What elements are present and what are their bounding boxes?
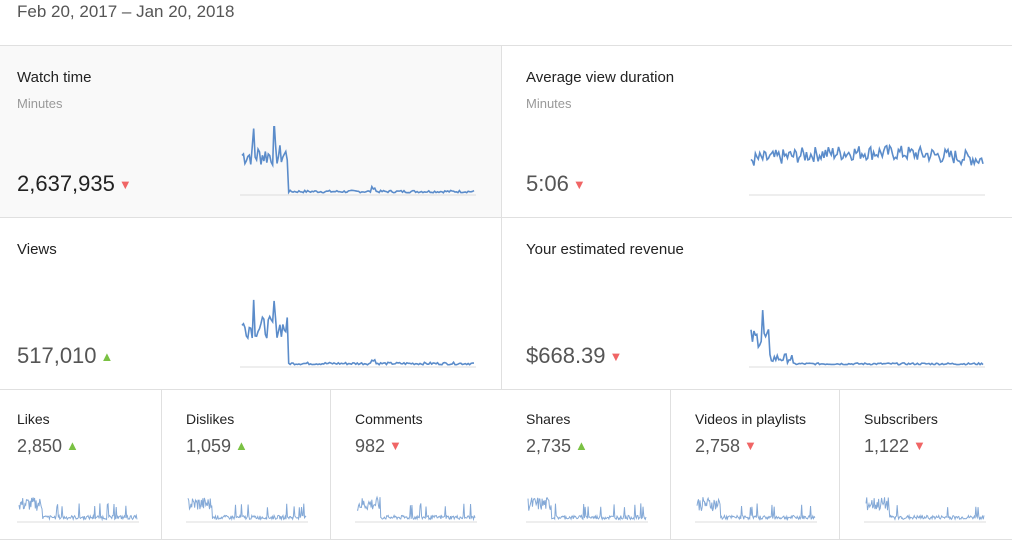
value-text: 2,758 xyxy=(695,436,741,456)
sparkline xyxy=(240,299,476,368)
card-subtitle: Minutes xyxy=(526,96,572,111)
divider xyxy=(161,390,162,539)
card-value: 1,122 ▼ xyxy=(864,436,926,457)
divider xyxy=(501,46,502,389)
trend-icon: ▼ xyxy=(609,349,623,364)
sparkline xyxy=(240,126,476,196)
trend-icon: ▼ xyxy=(118,177,132,192)
divider xyxy=(330,390,331,539)
card-title: Shares xyxy=(526,411,571,427)
sparkline xyxy=(526,497,648,523)
divider xyxy=(0,539,1012,540)
sparkline xyxy=(749,310,985,368)
trend-icon: ▲ xyxy=(100,349,114,364)
card-views[interactable]: Views 517,010 ▲ xyxy=(0,218,501,390)
card-average-view-duration[interactable]: Average view duration Minutes 5:06 ▼ xyxy=(509,46,1010,218)
card-value: 2,850 ▲ xyxy=(17,436,79,457)
card-value: 1,059 ▲ xyxy=(186,436,248,457)
trend-icon: ▼ xyxy=(913,438,926,453)
value-text: 2,637,935 xyxy=(17,171,115,196)
sparkline-series xyxy=(18,497,138,522)
divider xyxy=(839,390,840,539)
card-value: 5:06 ▼ xyxy=(526,171,586,197)
card-comments[interactable]: Comments 982 ▼ xyxy=(338,390,507,540)
sparkline-series xyxy=(750,310,984,366)
trend-icon: ▲ xyxy=(235,438,248,453)
date-range[interactable]: Feb 20, 2017 – Jan 20, 2018 xyxy=(17,2,235,21)
card-estimated-revenue[interactable]: Your estimated revenue $668.39 ▼ xyxy=(509,218,1010,390)
trend-icon: ▲ xyxy=(575,438,588,453)
card-title: Your estimated revenue xyxy=(526,241,684,258)
card-title: Watch time xyxy=(17,69,92,86)
sparkline xyxy=(749,143,985,196)
card-subtitle: Minutes xyxy=(17,96,63,111)
sparkline-series xyxy=(527,497,647,521)
card-value: 517,010 ▲ xyxy=(17,343,113,369)
sparkline-series xyxy=(750,143,984,167)
trend-icon: ▼ xyxy=(744,438,757,453)
sparkline xyxy=(186,497,308,523)
sparkline xyxy=(355,495,477,523)
card-value: 2,758 ▼ xyxy=(695,436,757,457)
sparkline-series xyxy=(865,497,985,521)
sparkline xyxy=(864,497,986,523)
sparkline-series xyxy=(187,497,307,521)
card-shares[interactable]: Shares 2,735 ▲ xyxy=(509,390,678,540)
card-title: Dislikes xyxy=(186,411,235,427)
value-text: 5:06 xyxy=(526,171,569,196)
divider xyxy=(670,390,671,539)
value-text: $668.39 xyxy=(526,343,606,368)
card-title: Average view duration xyxy=(526,69,675,86)
card-title: Comments xyxy=(355,411,423,427)
trend-icon: ▼ xyxy=(389,438,402,453)
card-title: Subscribers xyxy=(864,411,938,427)
card-likes[interactable]: Likes 2,850 ▲ xyxy=(0,390,169,540)
divider xyxy=(0,45,1012,46)
value-text: 1,059 xyxy=(186,436,232,456)
trend-icon: ▼ xyxy=(572,177,586,192)
value-text: 2,735 xyxy=(526,436,572,456)
card-watch-time[interactable]: Watch time Minutes 2,637,935 ▼ xyxy=(0,46,501,218)
card-value: 2,637,935 ▼ xyxy=(17,171,132,197)
value-text: 1,122 xyxy=(864,436,910,456)
card-title: Likes xyxy=(17,411,50,427)
card-subscribers[interactable]: Subscribers 1,122 ▼ xyxy=(847,390,1012,540)
sparkline-series xyxy=(696,496,816,521)
trend-icon: ▲ xyxy=(66,438,79,453)
sparkline-series xyxy=(241,126,475,195)
sparkline xyxy=(17,497,139,523)
sparkline-series xyxy=(241,299,475,366)
sparkline xyxy=(695,496,817,523)
card-title: Videos in playlists xyxy=(695,411,807,427)
value-text: 517,010 xyxy=(17,343,97,368)
divider xyxy=(0,217,1012,218)
card-value: 982 ▼ xyxy=(355,436,402,457)
card-value: $668.39 ▼ xyxy=(526,343,622,369)
card-value: 2,735 ▲ xyxy=(526,436,588,457)
card-title: Views xyxy=(17,241,57,258)
card-videos-in-playlists[interactable]: Videos in playlists 2,758 ▼ xyxy=(678,390,847,540)
value-text: 982 xyxy=(355,436,386,456)
value-text: 2,850 xyxy=(17,436,63,456)
divider xyxy=(0,389,1012,390)
card-dislikes[interactable]: Dislikes 1,059 ▲ xyxy=(169,390,338,540)
sparkline-series xyxy=(356,495,476,522)
